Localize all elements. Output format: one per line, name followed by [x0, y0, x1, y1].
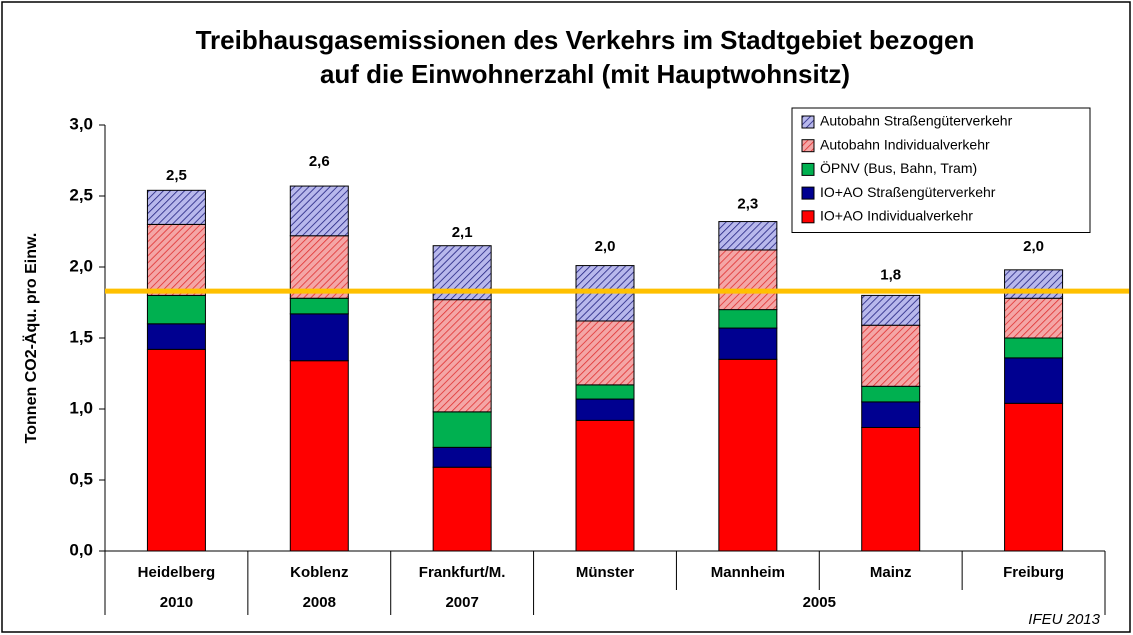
bar-segment	[718, 309, 778, 329]
group-label: 2005	[803, 594, 836, 611]
bar-segment	[718, 249, 778, 311]
legend-label: Autobahn Individualverkehr	[820, 136, 990, 152]
bar-segment	[432, 446, 492, 468]
legend-swatch	[801, 139, 815, 153]
total-label: 2,0	[595, 238, 616, 255]
group-label: 2010	[160, 594, 193, 611]
bar-segment	[432, 466, 492, 552]
total-label: 2,5	[166, 167, 187, 184]
legend-swatch	[801, 162, 815, 176]
y-tick-label: 2,0	[69, 256, 93, 275]
bar-segment	[861, 385, 921, 403]
bar-segment	[289, 185, 349, 237]
bar-segment	[861, 294, 921, 326]
y-tick-label: 1,0	[69, 398, 93, 417]
bar-segment	[861, 426, 921, 552]
legend-box	[791, 107, 1091, 233]
x-tick-label: Frankfurt/M.	[419, 564, 506, 581]
bar-segment	[575, 320, 635, 386]
total-label: 1,8	[880, 266, 901, 283]
y-tick-label: 0,0	[69, 540, 93, 559]
bar-segment	[718, 327, 778, 360]
bar-segment	[146, 294, 206, 325]
legend: Autobahn Straßengüterverkehr Autobahn Ind…	[791, 107, 1091, 233]
bar-segment	[146, 223, 206, 296]
bar-segment	[575, 384, 635, 400]
bar-segment	[289, 297, 349, 315]
bar-segment	[861, 401, 921, 428]
bar-segment	[1004, 357, 1064, 404]
chart-title: Treibhausgasemissionen des Verkehrs im S…	[196, 25, 975, 55]
bar-segment	[432, 299, 492, 413]
y-tick-label: 1,5	[69, 327, 93, 346]
legend-label: IO+AO Individualverkehr	[820, 208, 973, 224]
legend-label: Autobahn Straßengüterverkehr	[820, 113, 1013, 129]
y-tick-label: 2,5	[69, 185, 93, 204]
bar-segment	[1004, 337, 1064, 359]
bar-segment	[1004, 402, 1064, 552]
legend-swatch	[801, 210, 815, 224]
bar-segment	[1004, 269, 1064, 299]
x-tick-label: Münster	[576, 564, 635, 581]
y-tick-label: 3,0	[69, 114, 93, 133]
bar-segment	[289, 313, 349, 362]
x-tick-label: Heidelberg	[138, 564, 216, 581]
bar-segment	[146, 323, 206, 350]
bar-segment	[575, 398, 635, 421]
x-tick-label: Koblenz	[290, 564, 348, 581]
annotation: IFEU 2013	[1028, 611, 1100, 628]
chart-title: auf die Einwohnerzahl (mit Hauptwohnsitz…	[320, 59, 850, 89]
bar-segment	[432, 411, 492, 448]
bar-segment	[718, 221, 778, 251]
legend-swatch	[801, 186, 815, 200]
y-axis-label: Tonnen CO2-Äqu. pro Einw.	[22, 233, 40, 444]
bar-segment	[289, 360, 349, 552]
total-label: 2,6	[309, 153, 330, 170]
bar-segment	[289, 235, 349, 299]
bar-segment	[861, 324, 921, 387]
total-label: 2,0	[1023, 238, 1044, 255]
bar-segment	[146, 189, 206, 225]
y-tick-label: 0,5	[69, 469, 93, 488]
bar-segment	[575, 419, 635, 552]
legend-swatch	[801, 115, 815, 129]
x-tick-label: Mainz	[870, 564, 912, 581]
group-label: 2008	[303, 594, 336, 611]
legend-label: IO+AO Straßengüterverkehr	[820, 184, 996, 200]
group-label: 2007	[445, 594, 478, 611]
bar-segment	[1004, 297, 1064, 339]
x-tick-label: Freiburg	[1003, 564, 1064, 581]
legend-label: ÖPNV (Bus, Bahn, Tram)	[820, 159, 977, 176]
bar-segment	[146, 348, 206, 552]
total-label: 2,1	[452, 224, 473, 241]
total-label: 2,3	[737, 195, 758, 212]
x-tick-label: Mannheim	[711, 564, 785, 581]
bar-segment	[718, 358, 778, 552]
